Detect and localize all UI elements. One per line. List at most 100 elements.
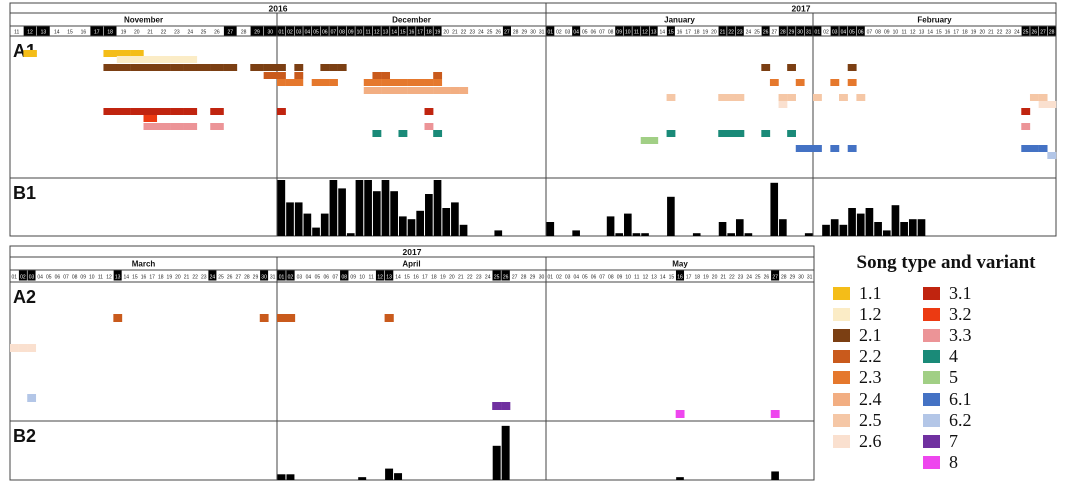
activity-bar bbox=[329, 180, 338, 236]
detection-cell-2-3 bbox=[424, 79, 434, 86]
highlighted-day-cell bbox=[632, 26, 641, 36]
detection-cell-2-5 bbox=[726, 94, 736, 101]
day-label: 17 bbox=[149, 275, 155, 281]
detection-cell-2-1 bbox=[320, 64, 330, 71]
detection-cell-2-1 bbox=[170, 64, 184, 71]
day-label: 29 bbox=[522, 30, 528, 36]
legend-label: 2.2 bbox=[859, 346, 882, 367]
detection-cell-2-6 bbox=[1047, 101, 1057, 108]
day-label: 16 bbox=[413, 275, 419, 281]
day-label: 28 bbox=[521, 275, 527, 281]
day-label: 27 bbox=[227, 30, 233, 36]
highlighted-day-cell bbox=[113, 270, 122, 281]
day-label: 12 bbox=[106, 275, 112, 281]
legend-swatch bbox=[923, 456, 940, 470]
activity-bar bbox=[727, 233, 735, 236]
legend-swatch bbox=[833, 413, 850, 427]
day-label: 12 bbox=[642, 30, 648, 36]
day-label: 10 bbox=[359, 275, 365, 281]
day-label: 06 bbox=[324, 275, 330, 281]
highlighted-day-cell bbox=[492, 270, 501, 281]
day-label: 06 bbox=[322, 30, 328, 36]
day-label: 12 bbox=[27, 30, 33, 36]
detection-cell-2-4 bbox=[363, 87, 373, 94]
day-label: 17 bbox=[686, 275, 692, 281]
day-label: 27 bbox=[512, 275, 518, 281]
day-label: 02 bbox=[556, 30, 562, 36]
detection-cell-1-1 bbox=[116, 50, 131, 57]
detection-cell-2-1 bbox=[294, 64, 304, 71]
highlighted-day-cell bbox=[778, 26, 787, 36]
detection-cell-3-3 bbox=[210, 123, 224, 130]
detection-cell-5 bbox=[649, 137, 659, 144]
day-label: 30 bbox=[261, 275, 267, 281]
day-label: 27 bbox=[504, 30, 510, 36]
day-label: 10 bbox=[625, 30, 631, 36]
highlighted-day-cell bbox=[407, 26, 416, 36]
day-label: 03 bbox=[565, 30, 571, 36]
legend-label: 2.3 bbox=[859, 367, 882, 388]
detection-cell-3-1 bbox=[103, 108, 117, 115]
legend-swatch bbox=[833, 307, 850, 321]
day-label: 30 bbox=[798, 275, 804, 281]
day-label: 12 bbox=[643, 275, 649, 281]
day-label: 27 bbox=[235, 275, 241, 281]
detection-cell-2-2 bbox=[381, 72, 391, 79]
detection-cell-2-5 bbox=[735, 94, 745, 101]
detection-cell-1-1 bbox=[23, 50, 37, 57]
day-label: 08 bbox=[339, 30, 345, 36]
detection-cell-2-3 bbox=[769, 79, 779, 86]
activity-bar bbox=[632, 233, 641, 236]
detection-cell-2-5 bbox=[839, 94, 848, 101]
detection-cell-2-5 bbox=[1029, 94, 1039, 101]
activity-bar bbox=[407, 219, 416, 236]
activity-bar bbox=[492, 445, 501, 480]
day-label: 13 bbox=[115, 275, 121, 281]
day-label: 05 bbox=[313, 30, 319, 36]
detection-cell-2-1 bbox=[277, 64, 286, 71]
activity-bar bbox=[338, 188, 346, 236]
day-label: 28 bbox=[244, 275, 250, 281]
day-label: 09 bbox=[616, 30, 622, 36]
day-label: 13 bbox=[651, 275, 657, 281]
day-label: 21 bbox=[184, 275, 190, 281]
detection-cell-4 bbox=[433, 130, 443, 137]
detection-cell-2-4 bbox=[381, 87, 391, 94]
detection-cell-6-2 bbox=[27, 394, 37, 402]
highlighted-day-cell bbox=[804, 26, 813, 36]
detection-cell-2-2 bbox=[263, 72, 278, 79]
day-label: 22 bbox=[461, 30, 467, 36]
detection-cell-2-1 bbox=[156, 64, 171, 71]
day-label: 17 bbox=[685, 30, 691, 36]
day-label: 08 bbox=[608, 275, 614, 281]
highlighted-day-cell bbox=[294, 26, 303, 36]
detection-cell-2-3 bbox=[294, 79, 304, 86]
legend-label: 4 bbox=[949, 346, 958, 367]
detection-cell-2-2 bbox=[372, 72, 382, 79]
activity-bar bbox=[355, 180, 364, 236]
detection-cell-2-5 bbox=[787, 94, 796, 101]
day-label: 06 bbox=[591, 275, 597, 281]
day-label: 02 bbox=[287, 30, 293, 36]
legend-swatch bbox=[923, 350, 940, 364]
day-label: 03 bbox=[29, 275, 35, 281]
day-label: 11 bbox=[634, 30, 639, 36]
activity-bar bbox=[615, 233, 624, 236]
legend-swatch bbox=[923, 307, 940, 321]
legend-item-3-3: 3.3 bbox=[923, 325, 972, 345]
day-label: 14 bbox=[123, 275, 129, 281]
detection-cell-6-1 bbox=[795, 145, 805, 152]
day-label: 02 bbox=[20, 275, 26, 281]
legend-swatch bbox=[923, 413, 940, 427]
day-label: 03 bbox=[565, 275, 571, 281]
day-label: 18 bbox=[107, 30, 113, 36]
day-label: 24 bbox=[478, 30, 484, 36]
day-label: 27 bbox=[771, 30, 777, 36]
detection-cell-2-3 bbox=[381, 79, 391, 86]
detection-cell-2-2 bbox=[113, 314, 123, 322]
day-label: 16 bbox=[677, 275, 683, 281]
day-label: 18 bbox=[158, 275, 164, 281]
highlighted-day-cell bbox=[424, 26, 433, 36]
highlighted-day-cell bbox=[346, 26, 355, 36]
day-label: 20 bbox=[449, 275, 455, 281]
